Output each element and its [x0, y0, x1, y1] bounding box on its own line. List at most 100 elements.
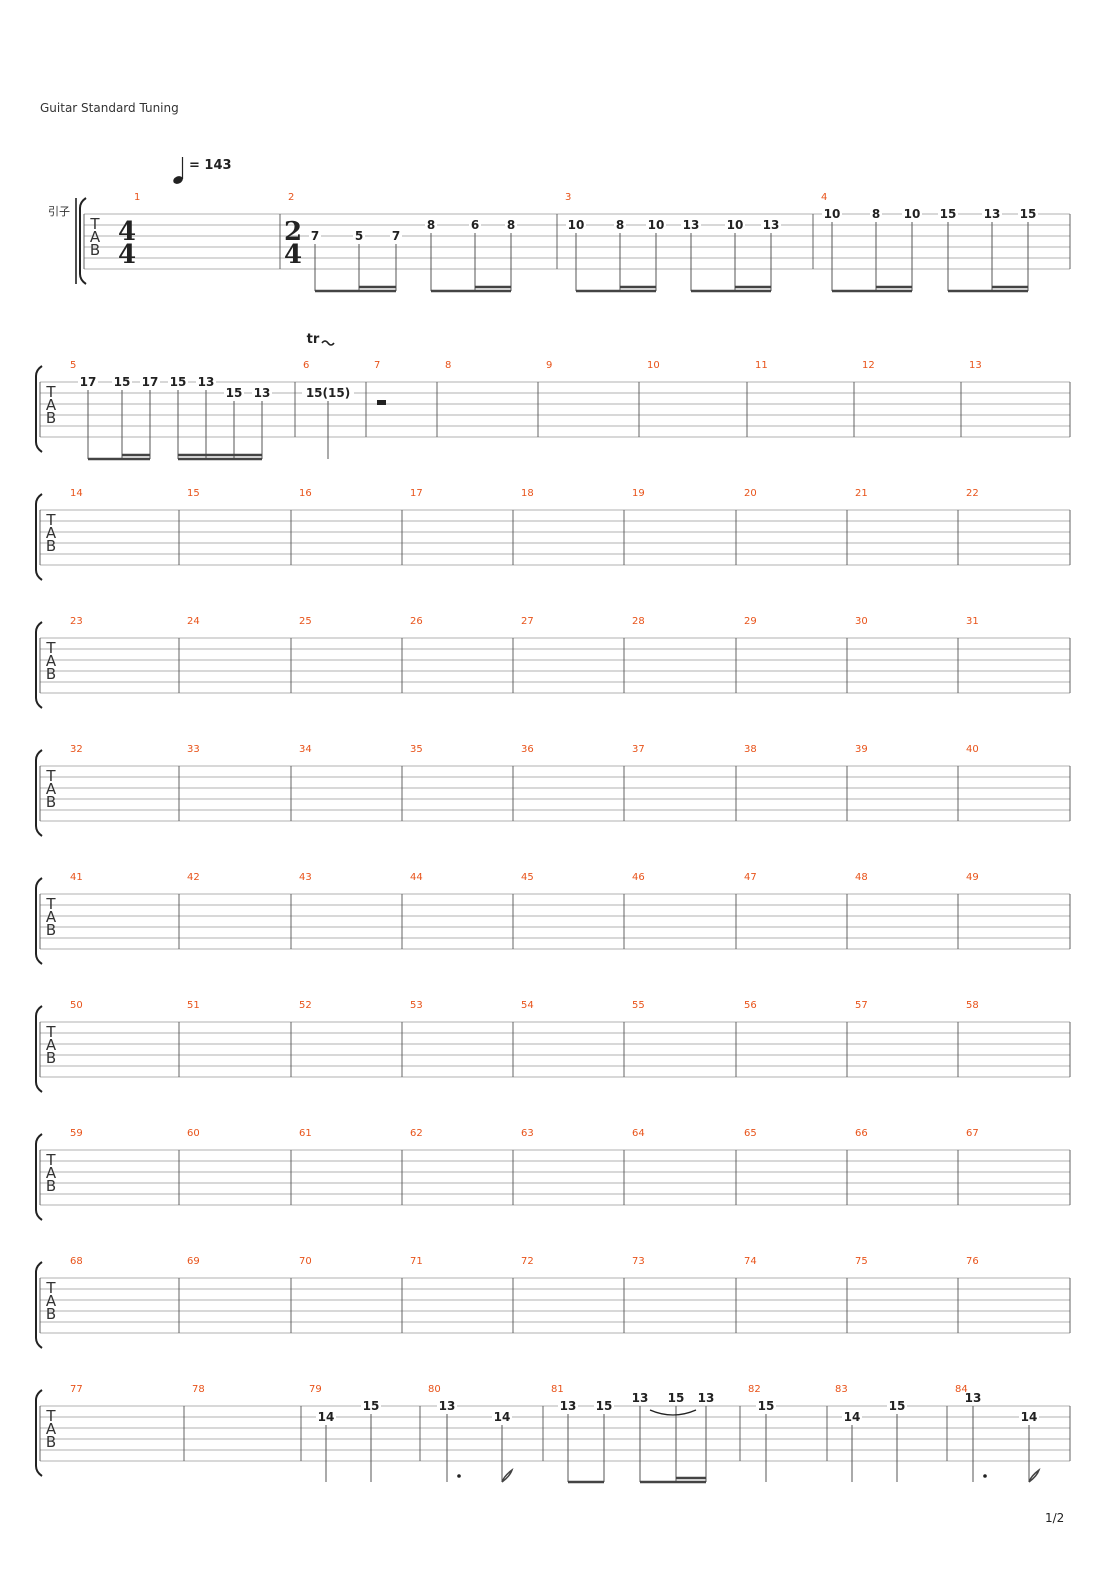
fret-background — [756, 1400, 776, 1411]
measure-number: 57 — [855, 1000, 868, 1011]
fret-number: 13 — [965, 1391, 982, 1405]
measure-number: 6 — [303, 360, 309, 371]
tab-clef-letter: A — [90, 228, 101, 246]
tab-clef-letter: B — [46, 665, 56, 683]
measure-number: 27 — [521, 616, 534, 627]
tab-clef-letter: B — [46, 1177, 56, 1195]
fret-number: 10 — [904, 207, 921, 221]
fret-background — [140, 376, 160, 387]
fret-number: 13 — [698, 1391, 715, 1405]
fret-number: 17 — [80, 375, 97, 389]
measure-number: 16 — [299, 488, 312, 499]
fret-background — [761, 219, 781, 230]
fret-number: 10 — [727, 218, 744, 232]
fret-background — [361, 1400, 381, 1411]
fret-number: 13 — [198, 375, 215, 389]
fret-background — [390, 230, 402, 241]
measure-number: 81 — [551, 1384, 564, 1395]
measure-number: 22 — [966, 488, 979, 499]
measure-number: 67 — [966, 1128, 979, 1139]
fret-background — [870, 208, 882, 219]
measure-number: 76 — [966, 1256, 979, 1267]
measure-number: 79 — [309, 1384, 322, 1395]
page-number: 1/2 — [1045, 1511, 1065, 1525]
measure-number: 73 — [632, 1256, 645, 1267]
system-bracket — [35, 493, 43, 581]
fret-number: 13 — [560, 1399, 577, 1413]
measure-number: 5 — [70, 360, 76, 371]
fret-number: 8 — [616, 218, 624, 232]
fret-number: 10 — [648, 218, 665, 232]
measure-number: 60 — [187, 1128, 200, 1139]
tab-clef-letter: T — [45, 1023, 56, 1041]
fret-background — [1018, 208, 1038, 219]
fret-number: 5 — [355, 229, 363, 243]
fret-number: 15(15) — [306, 386, 350, 400]
tab-clef-letter: T — [45, 1407, 56, 1425]
fret-number: 17 — [142, 375, 159, 389]
measure-number: 41 — [70, 872, 83, 883]
fret-number: 15 — [363, 1399, 380, 1413]
fret-number: 13 — [683, 218, 700, 232]
fret-background — [437, 1400, 457, 1411]
measure-number: 78 — [192, 1384, 205, 1395]
tab-clef-letter: A — [46, 780, 57, 798]
measure-number: 71 — [410, 1256, 423, 1267]
fret-background — [614, 219, 626, 230]
fret-background — [696, 1392, 716, 1403]
measure-number: 39 — [855, 744, 868, 755]
measure-number: 51 — [187, 1000, 200, 1011]
measure-number: 61 — [299, 1128, 312, 1139]
tab-clef-letter: T — [45, 511, 56, 529]
half-rest — [377, 400, 386, 405]
fret-background — [353, 230, 365, 241]
fret-background — [558, 1400, 578, 1411]
tab-clef-letter: A — [46, 1292, 57, 1310]
tab-clef-letter: T — [45, 383, 56, 401]
fret-number: 13 — [632, 1391, 649, 1405]
tab-clef-letter: T — [45, 1151, 56, 1169]
system-bracket — [35, 749, 43, 837]
tab-system: TAB 32 33 34 35 36 37 38 39 40 — [35, 744, 1071, 837]
measure-number: 13 — [969, 360, 982, 371]
fret-background — [224, 387, 244, 398]
measure-number: 11 — [755, 360, 768, 371]
fret-background — [902, 208, 922, 219]
measure-number: 26 — [410, 616, 423, 627]
tab-clef-letter: T — [89, 215, 100, 233]
time-signature-top: 4 — [118, 217, 136, 247]
note-flag — [501, 1467, 514, 1483]
measure-number: 32 — [70, 744, 83, 755]
tab-clef-letter: A — [46, 524, 57, 542]
fret-background — [196, 376, 216, 387]
fret-background — [938, 208, 958, 219]
measure-number: 4 — [821, 192, 827, 203]
measure-number: 72 — [521, 1256, 534, 1267]
fret-background — [112, 376, 132, 387]
fret-number: 15 — [226, 386, 243, 400]
measure-number: 1 — [134, 192, 140, 203]
tab-clef-letter: B — [46, 1049, 56, 1067]
tie-arc — [649, 1409, 697, 1416]
fret-background — [425, 219, 437, 230]
measure-number: 17 — [410, 488, 423, 499]
measure-number: 30 — [855, 616, 868, 627]
trill-marking: tr — [307, 332, 320, 347]
fret-number: 10 — [568, 218, 585, 232]
measure-number: 77 — [70, 1384, 83, 1395]
measure-number: 82 — [748, 1384, 761, 1395]
tab-clef-letter: B — [46, 1433, 56, 1451]
tab-clef-letter: B — [46, 921, 56, 939]
fret-number: 14 — [1021, 1410, 1038, 1424]
measure-number: 69 — [187, 1256, 200, 1267]
time-signature-bottom: 4 — [118, 240, 136, 270]
tab-clef-letter: T — [45, 1279, 56, 1297]
augmentation-dot — [457, 1474, 461, 1478]
tab-system: TAB 77 78 79 14 15 80 13 14 81 13 15 13 15 13 82 15 83 14 1… — [35, 1384, 1071, 1482]
measure-number: 46 — [632, 872, 645, 883]
fret-number: 13 — [254, 386, 271, 400]
measure-number: 36 — [521, 744, 534, 755]
tab-clef-letter: A — [46, 396, 57, 414]
tab-clef-letter: T — [45, 895, 56, 913]
